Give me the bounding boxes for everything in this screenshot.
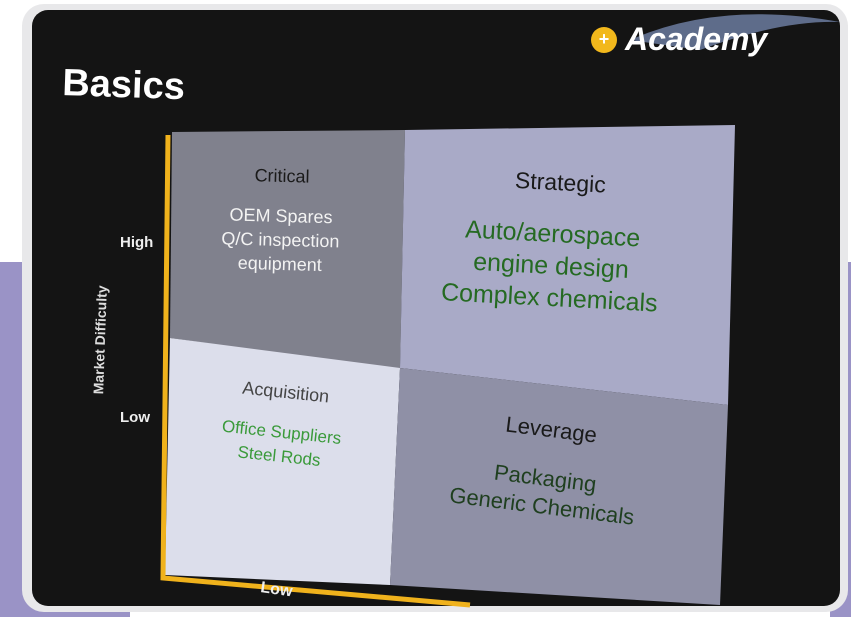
logo-text: Academy [624, 21, 770, 57]
slide-title: Basics [62, 62, 186, 108]
logo-plus: + [599, 29, 610, 49]
quadrant-item: Q/C inspection [221, 228, 340, 251]
quadrant-item: OEM Spares [229, 205, 333, 228]
quadrant-item: equipment [238, 253, 323, 275]
page: {"logo": "Academy", "title": "Basics", "… [0, 0, 851, 617]
quadrant-title: Critical [254, 165, 310, 186]
photo: + Academy Basics Market Difficulty High … [0, 0, 851, 617]
quadrant-title: Strategic [514, 167, 606, 198]
y-tick-label: High [120, 234, 153, 251]
y-tick-label: Low [120, 409, 150, 426]
